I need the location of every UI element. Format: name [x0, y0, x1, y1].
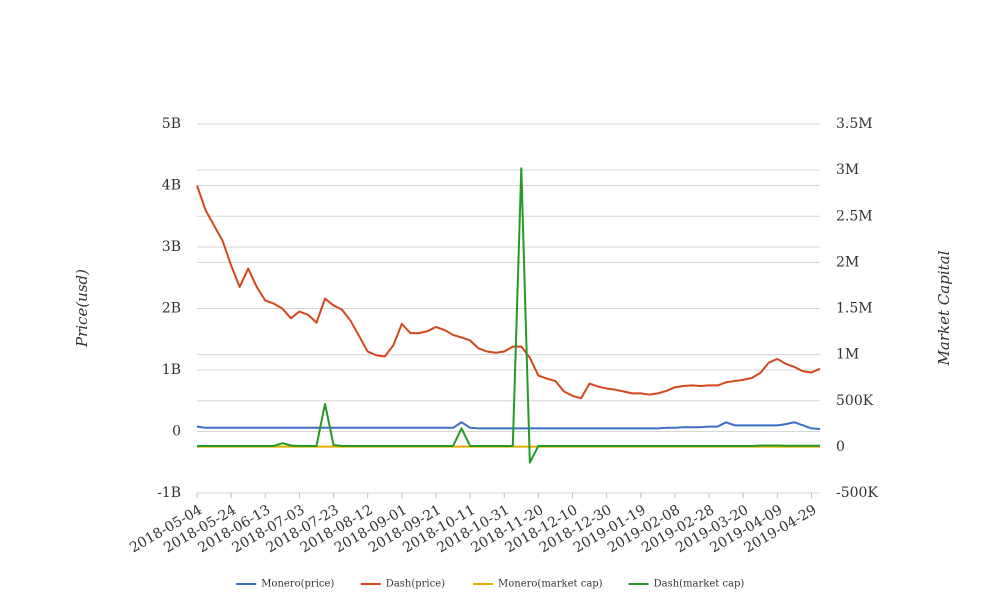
y2-tick-label: 1M	[836, 347, 859, 363]
line-series	[196, 185, 821, 400]
y2-tick-label: 1.5M	[836, 301, 873, 317]
legend-label: Monero(market cap)	[498, 579, 603, 590]
y2-tick-label: 3M	[836, 162, 859, 178]
y2-tick-label: 2M	[836, 254, 859, 270]
y-tick-label: 3B	[162, 239, 181, 255]
line-series	[196, 421, 821, 431]
legend-label: Monero(price)	[261, 579, 334, 590]
y2-tick-label: -500K	[836, 485, 878, 501]
y-tick-label: 2B	[162, 301, 181, 317]
line-series	[197, 167, 820, 464]
y2-tick-label: 500K	[836, 393, 874, 409]
y-tick-label: 4B	[162, 178, 181, 194]
y2-tick-label: 2.5M	[836, 208, 873, 224]
legend-label: Dash(market cap)	[654, 579, 745, 590]
y-tick-label: 5B	[162, 116, 181, 132]
y2-axis-title: Market Capital	[935, 250, 953, 366]
legend-label: Dash(price)	[386, 579, 445, 590]
y-tick-label: 0	[172, 424, 181, 440]
y-tick-label: -1B	[157, 485, 181, 501]
y2-tick-label: 3.5M	[836, 116, 873, 132]
y-axis-title: Price(usd)	[73, 269, 91, 348]
y-tick-label: 1B	[162, 362, 181, 378]
y2-tick-label: 0	[836, 439, 845, 455]
